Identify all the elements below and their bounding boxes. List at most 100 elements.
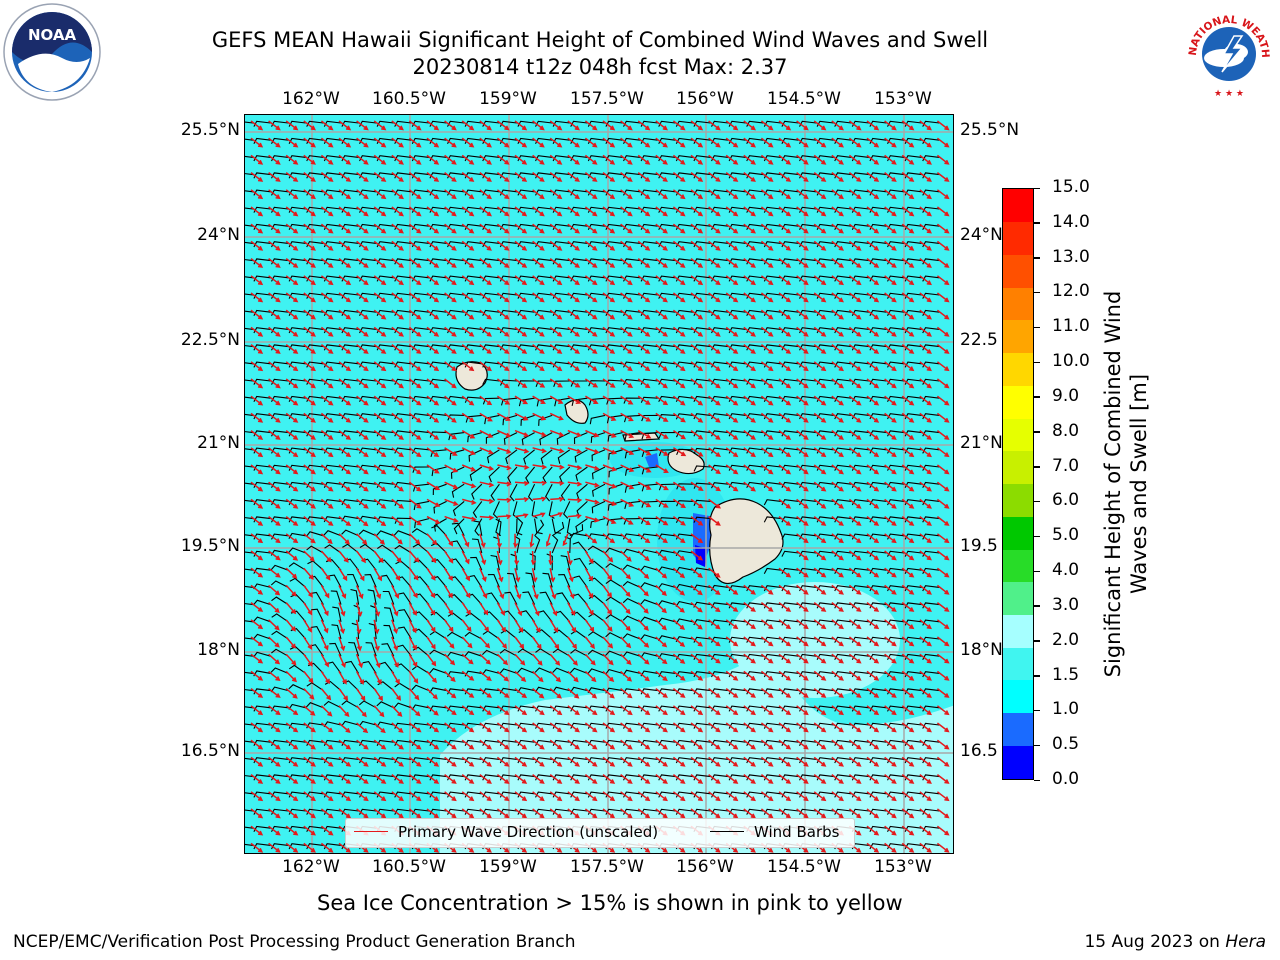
right-lat-tick: 16.5 (960, 741, 998, 761)
wave-direction-arrow (444, 670, 456, 682)
wind-barb (245, 327, 254, 330)
wave-direction-arrow (532, 223, 545, 234)
wave-direction-arrow (655, 344, 668, 354)
wave-direction-arrow (866, 120, 880, 131)
lowest-wave-region (695, 545, 707, 567)
wave-direction-arrow (391, 567, 401, 582)
wave-direction-arrow (303, 584, 313, 598)
wind-barb (332, 606, 342, 622)
wind-barb (624, 449, 641, 459)
colorbar-segment (1003, 418, 1033, 452)
wave-direction-arrow (760, 344, 774, 354)
wave-direction-arrow (373, 791, 387, 802)
wave-direction-arrow (778, 636, 792, 647)
wave-direction-arrow (391, 464, 404, 475)
wave-direction-arrow (725, 705, 739, 716)
wave-direction-arrow (355, 688, 366, 702)
wave-direction-arrow (637, 206, 651, 217)
wave-direction-arrow (725, 189, 739, 200)
wave-direction-arrow (285, 825, 299, 836)
wave-direction-arrow (884, 326, 897, 337)
wave-direction-arrow (848, 498, 862, 509)
wave-direction-arrow (866, 550, 880, 561)
wave-direction-arrow (672, 447, 687, 457)
wave-direction-arrow (497, 464, 512, 471)
wave-direction-arrow (708, 636, 721, 647)
colorbar-tick-mark (1034, 744, 1040, 747)
wave-direction-arrow (355, 567, 365, 582)
wave-direction-arrow (796, 498, 809, 509)
colorbar-segment (1003, 679, 1033, 714)
wave-direction-arrow (743, 292, 756, 303)
low-wave-region-maui (645, 453, 659, 467)
wave-direction-arrow (426, 533, 438, 546)
wave-direction-arrow (813, 636, 827, 647)
wave-direction-arrow (285, 774, 299, 784)
wave-direction-arrow (919, 756, 932, 767)
wave-direction-arrow (391, 344, 404, 354)
wave-direction-arrow (690, 791, 704, 802)
wind-barb (359, 543, 377, 554)
wind-barb (591, 500, 606, 514)
wave-direction-arrow (408, 154, 422, 165)
wave-direction-arrow (461, 619, 472, 632)
wave-direction-arrow (373, 756, 387, 767)
wave-direction-arrow (461, 464, 477, 472)
wave-direction-arrow (690, 240, 704, 251)
wave-direction-arrow (320, 344, 334, 354)
wave-direction-arrow (760, 206, 774, 217)
wave-direction-arrow (356, 120, 369, 131)
wave-direction-arrow (708, 206, 721, 217)
wind-barb (608, 449, 623, 460)
wind-barb (640, 582, 658, 588)
wind-barb (245, 121, 254, 124)
wave-direction-arrow (285, 808, 299, 819)
wind-barb (553, 380, 570, 387)
wind-barb (605, 562, 623, 571)
wave-direction-arrow (496, 395, 511, 405)
wave-direction-arrow (831, 378, 844, 389)
wave-direction-arrow (690, 808, 704, 819)
wave-direction-arrow (443, 602, 453, 616)
colorbar-tick-mark (1034, 535, 1040, 538)
wave-direction-arrow (479, 275, 492, 286)
wind-barb (486, 449, 500, 464)
wave-direction-arrow (778, 137, 792, 148)
wave-direction-arrow (778, 344, 792, 354)
wave-direction-arrow (760, 584, 774, 595)
colorbar-tick-mark (1034, 640, 1040, 642)
wave-direction-arrow (708, 670, 721, 681)
wave-direction-arrow (444, 791, 457, 802)
wave-direction-arrow (250, 498, 264, 509)
wave-direction-arrow (303, 825, 316, 836)
wind-barb (429, 431, 447, 438)
wind-barb (376, 530, 394, 537)
wave-direction-arrow (778, 206, 792, 217)
wave-direction-arrow (584, 791, 598, 802)
wave-direction-arrow (530, 550, 537, 566)
wind-barb (693, 430, 711, 437)
wave-direction-arrow (391, 430, 404, 440)
wind-barb (534, 519, 545, 537)
colorbar-segment (1003, 254, 1033, 288)
wave-direction-arrow (320, 172, 334, 182)
wave-direction-arrow (901, 808, 915, 819)
wave-direction-arrow (620, 326, 633, 337)
wave-direction-arrow (655, 275, 668, 286)
wave-direction-arrow (408, 722, 422, 733)
wave-direction-arrow (303, 189, 316, 200)
wind-barb (512, 501, 519, 519)
wave-direction-arrow (443, 619, 454, 633)
wave-direction-arrow (250, 739, 264, 750)
wave-direction-arrow (320, 825, 334, 836)
wave-direction-arrow (620, 189, 633, 200)
wave-direction-arrow (725, 378, 739, 389)
wind-barb (446, 631, 465, 640)
wave-direction-arrow (549, 309, 563, 320)
wind-barb (429, 668, 447, 674)
wave-direction-arrow (426, 240, 440, 251)
wave-direction-arrow (743, 189, 756, 200)
colorbar-tick-label: 15.0 (1052, 177, 1090, 197)
wave-direction-arrow (796, 120, 809, 131)
wave-direction-arrow (690, 137, 704, 148)
